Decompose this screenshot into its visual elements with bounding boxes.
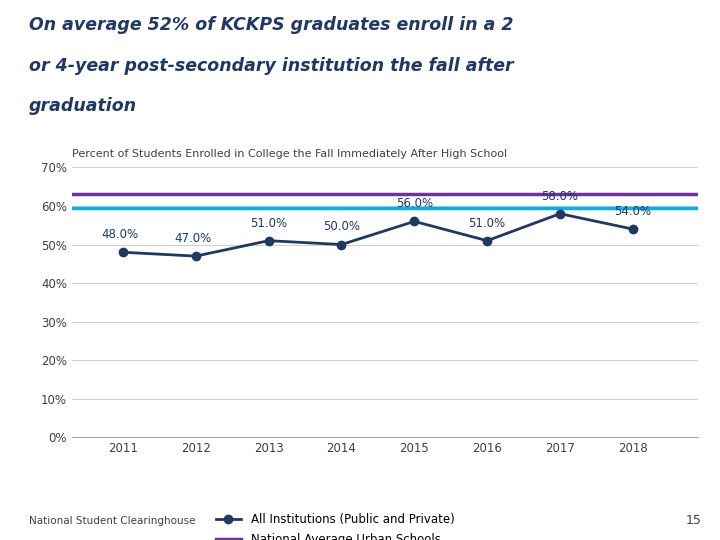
Legend: All Institutions (Public and Private), National Average Urban Schools, High Mino: All Institutions (Public and Private), N… — [215, 514, 454, 540]
Text: 51.0%: 51.0% — [250, 217, 287, 230]
Text: 47.0%: 47.0% — [174, 232, 212, 245]
Text: graduation: graduation — [29, 97, 137, 115]
Text: 54.0%: 54.0% — [614, 205, 652, 218]
Text: 15: 15 — [686, 514, 702, 526]
Text: Percent of Students Enrolled in College the Fall Immediately After High School: Percent of Students Enrolled in College … — [72, 149, 507, 159]
Text: 56.0%: 56.0% — [396, 197, 433, 210]
Text: or 4-year post-secondary institution the fall after: or 4-year post-secondary institution the… — [29, 57, 513, 75]
Text: 48.0%: 48.0% — [102, 228, 139, 241]
Text: 58.0%: 58.0% — [541, 190, 578, 202]
Text: On average 52% of KCKPS graduates enroll in a 2: On average 52% of KCKPS graduates enroll… — [29, 16, 513, 34]
Text: 50.0%: 50.0% — [323, 220, 360, 233]
Text: 51.0%: 51.0% — [469, 217, 505, 230]
Text: National Student Clearinghouse: National Student Clearinghouse — [29, 516, 195, 526]
